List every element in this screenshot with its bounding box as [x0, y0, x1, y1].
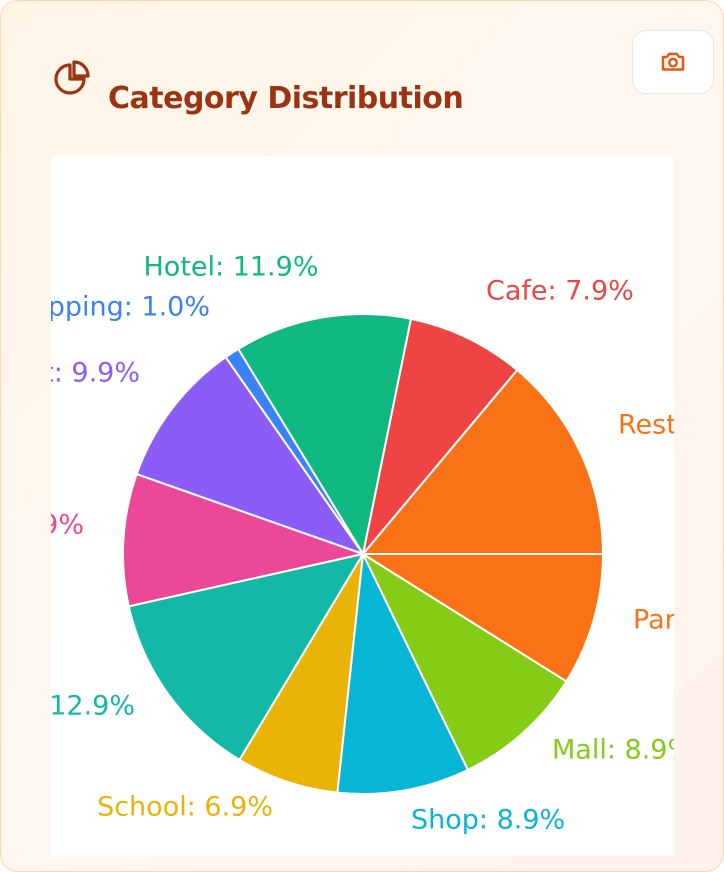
- slice-label: School: 6.9%: [97, 792, 273, 823]
- pie-slice: [359, 553, 605, 683]
- camera-button[interactable]: [632, 30, 714, 94]
- pie-slice: [360, 368, 605, 555]
- slice-label: Hotel: 11.9%: [144, 252, 319, 283]
- slice-label: Shop: 8.9%: [411, 805, 565, 836]
- pie-slice: [236, 313, 413, 557]
- title: Category Distribution: [108, 81, 464, 116]
- pie-slice: [127, 552, 366, 762]
- slice-label: Par: [633, 605, 674, 636]
- slice-label: Cafe: 7.9%: [486, 276, 634, 307]
- pie-slice: [336, 550, 470, 795]
- pie-slice: [362, 317, 519, 555]
- slice-label: 9%: [51, 510, 84, 541]
- slice-label: Mall: 8.9%: [552, 735, 674, 766]
- pie-icon: [54, 60, 90, 95]
- pie-slice: [122, 472, 367, 608]
- slice-label: pping: 1.0%: [51, 292, 210, 323]
- pie-slice: [238, 553, 364, 794]
- pie-chart: Rest Cafe: 7.9% Hotel: 11.9% pping: 1.0% t: …: [51, 156, 674, 856]
- camera-icon: [661, 52, 685, 71]
- pie-slice: [360, 551, 568, 772]
- slice-label: 12.9%: [51, 691, 135, 722]
- slice-label: t: 9.9%: [51, 358, 140, 389]
- slice-label: Rest: [618, 410, 674, 441]
- pie-slice: [135, 355, 366, 556]
